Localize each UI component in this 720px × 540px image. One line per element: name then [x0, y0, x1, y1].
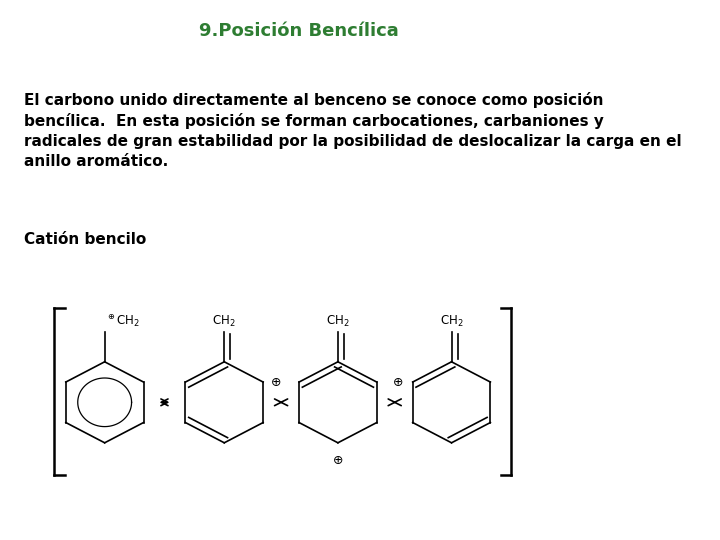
Text: $\oplus$: $\oplus$: [270, 375, 282, 389]
Text: Catión bencilo: Catión bencilo: [24, 232, 146, 247]
Text: $^\oplus$CH$_2$: $^\oplus$CH$_2$: [107, 313, 140, 329]
Text: 9.Posición Bencílica: 9.Posición Bencílica: [199, 22, 399, 39]
Text: CH$_2$: CH$_2$: [326, 314, 350, 329]
Text: El carbono unido directamente al benceno se conoce como posición
bencílica.  En : El carbono unido directamente al benceno…: [24, 92, 682, 168]
Text: $\oplus$: $\oplus$: [332, 454, 343, 467]
Text: $\oplus$: $\oplus$: [392, 375, 404, 389]
Text: CH$_2$: CH$_2$: [212, 314, 236, 329]
Text: CH$_2$: CH$_2$: [440, 314, 464, 329]
